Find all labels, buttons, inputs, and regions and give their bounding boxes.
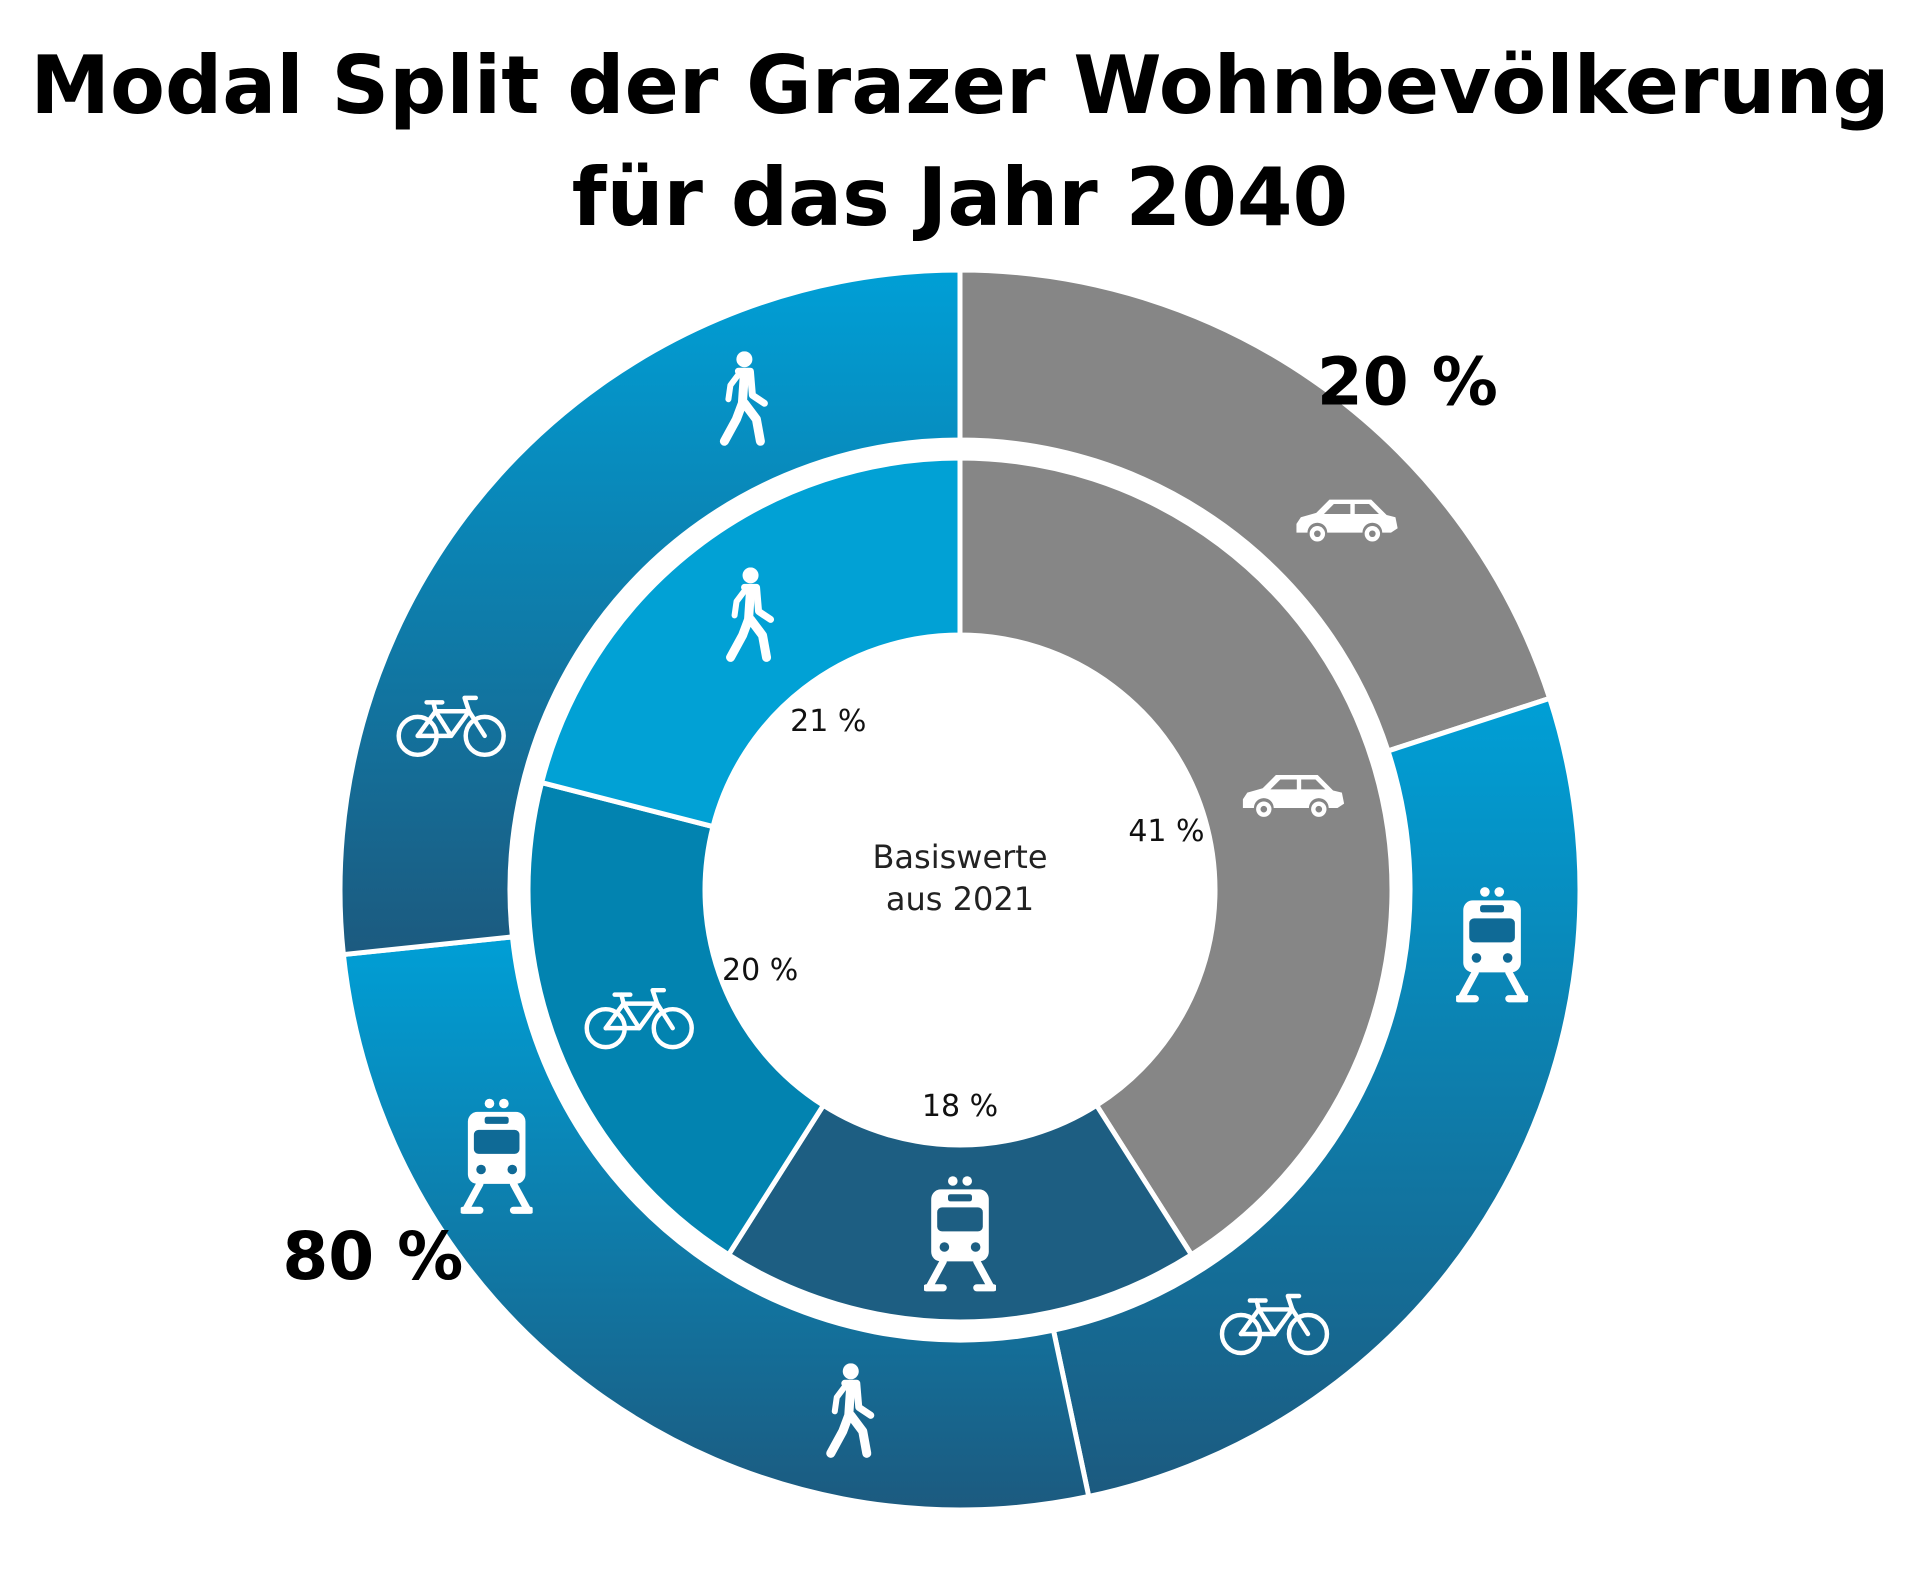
data-label-inner-car: 41 % bbox=[1128, 814, 1204, 849]
chart-title: Modal Split der Grazer Wohnbevölkerung f… bbox=[0, 30, 1920, 254]
data-label-outer-car: 20 % bbox=[1317, 343, 1498, 420]
data-label-outer-environmental-alliance: 80 % bbox=[282, 1218, 463, 1295]
chart-title-line-2: für das Jahr 2040 bbox=[571, 151, 1349, 244]
inner-ring bbox=[525, 455, 1395, 1325]
chart-title-line-1: Modal Split der Grazer Wohnbevölkerung bbox=[30, 39, 1890, 132]
center-label-line-2: aus 2021 bbox=[886, 880, 1034, 918]
outer-ring bbox=[337, 267, 1583, 1513]
slice-inner-car bbox=[957, 455, 1395, 1258]
data-labels: 41 % 18 % 20 % 21 % 20 % 80 % bbox=[282, 343, 1497, 1295]
data-label-inner-bicycle: 20 % bbox=[722, 953, 798, 988]
center-label-line-1: Basiswerte bbox=[872, 838, 1047, 876]
slice-inner-bicycle bbox=[525, 780, 826, 1258]
slice-inner-walking bbox=[539, 455, 963, 830]
data-label-inner-walking: 21 % bbox=[790, 704, 866, 739]
ring-separator bbox=[510, 440, 1410, 1340]
data-label-inner-public-transport: 18 % bbox=[922, 1089, 998, 1124]
